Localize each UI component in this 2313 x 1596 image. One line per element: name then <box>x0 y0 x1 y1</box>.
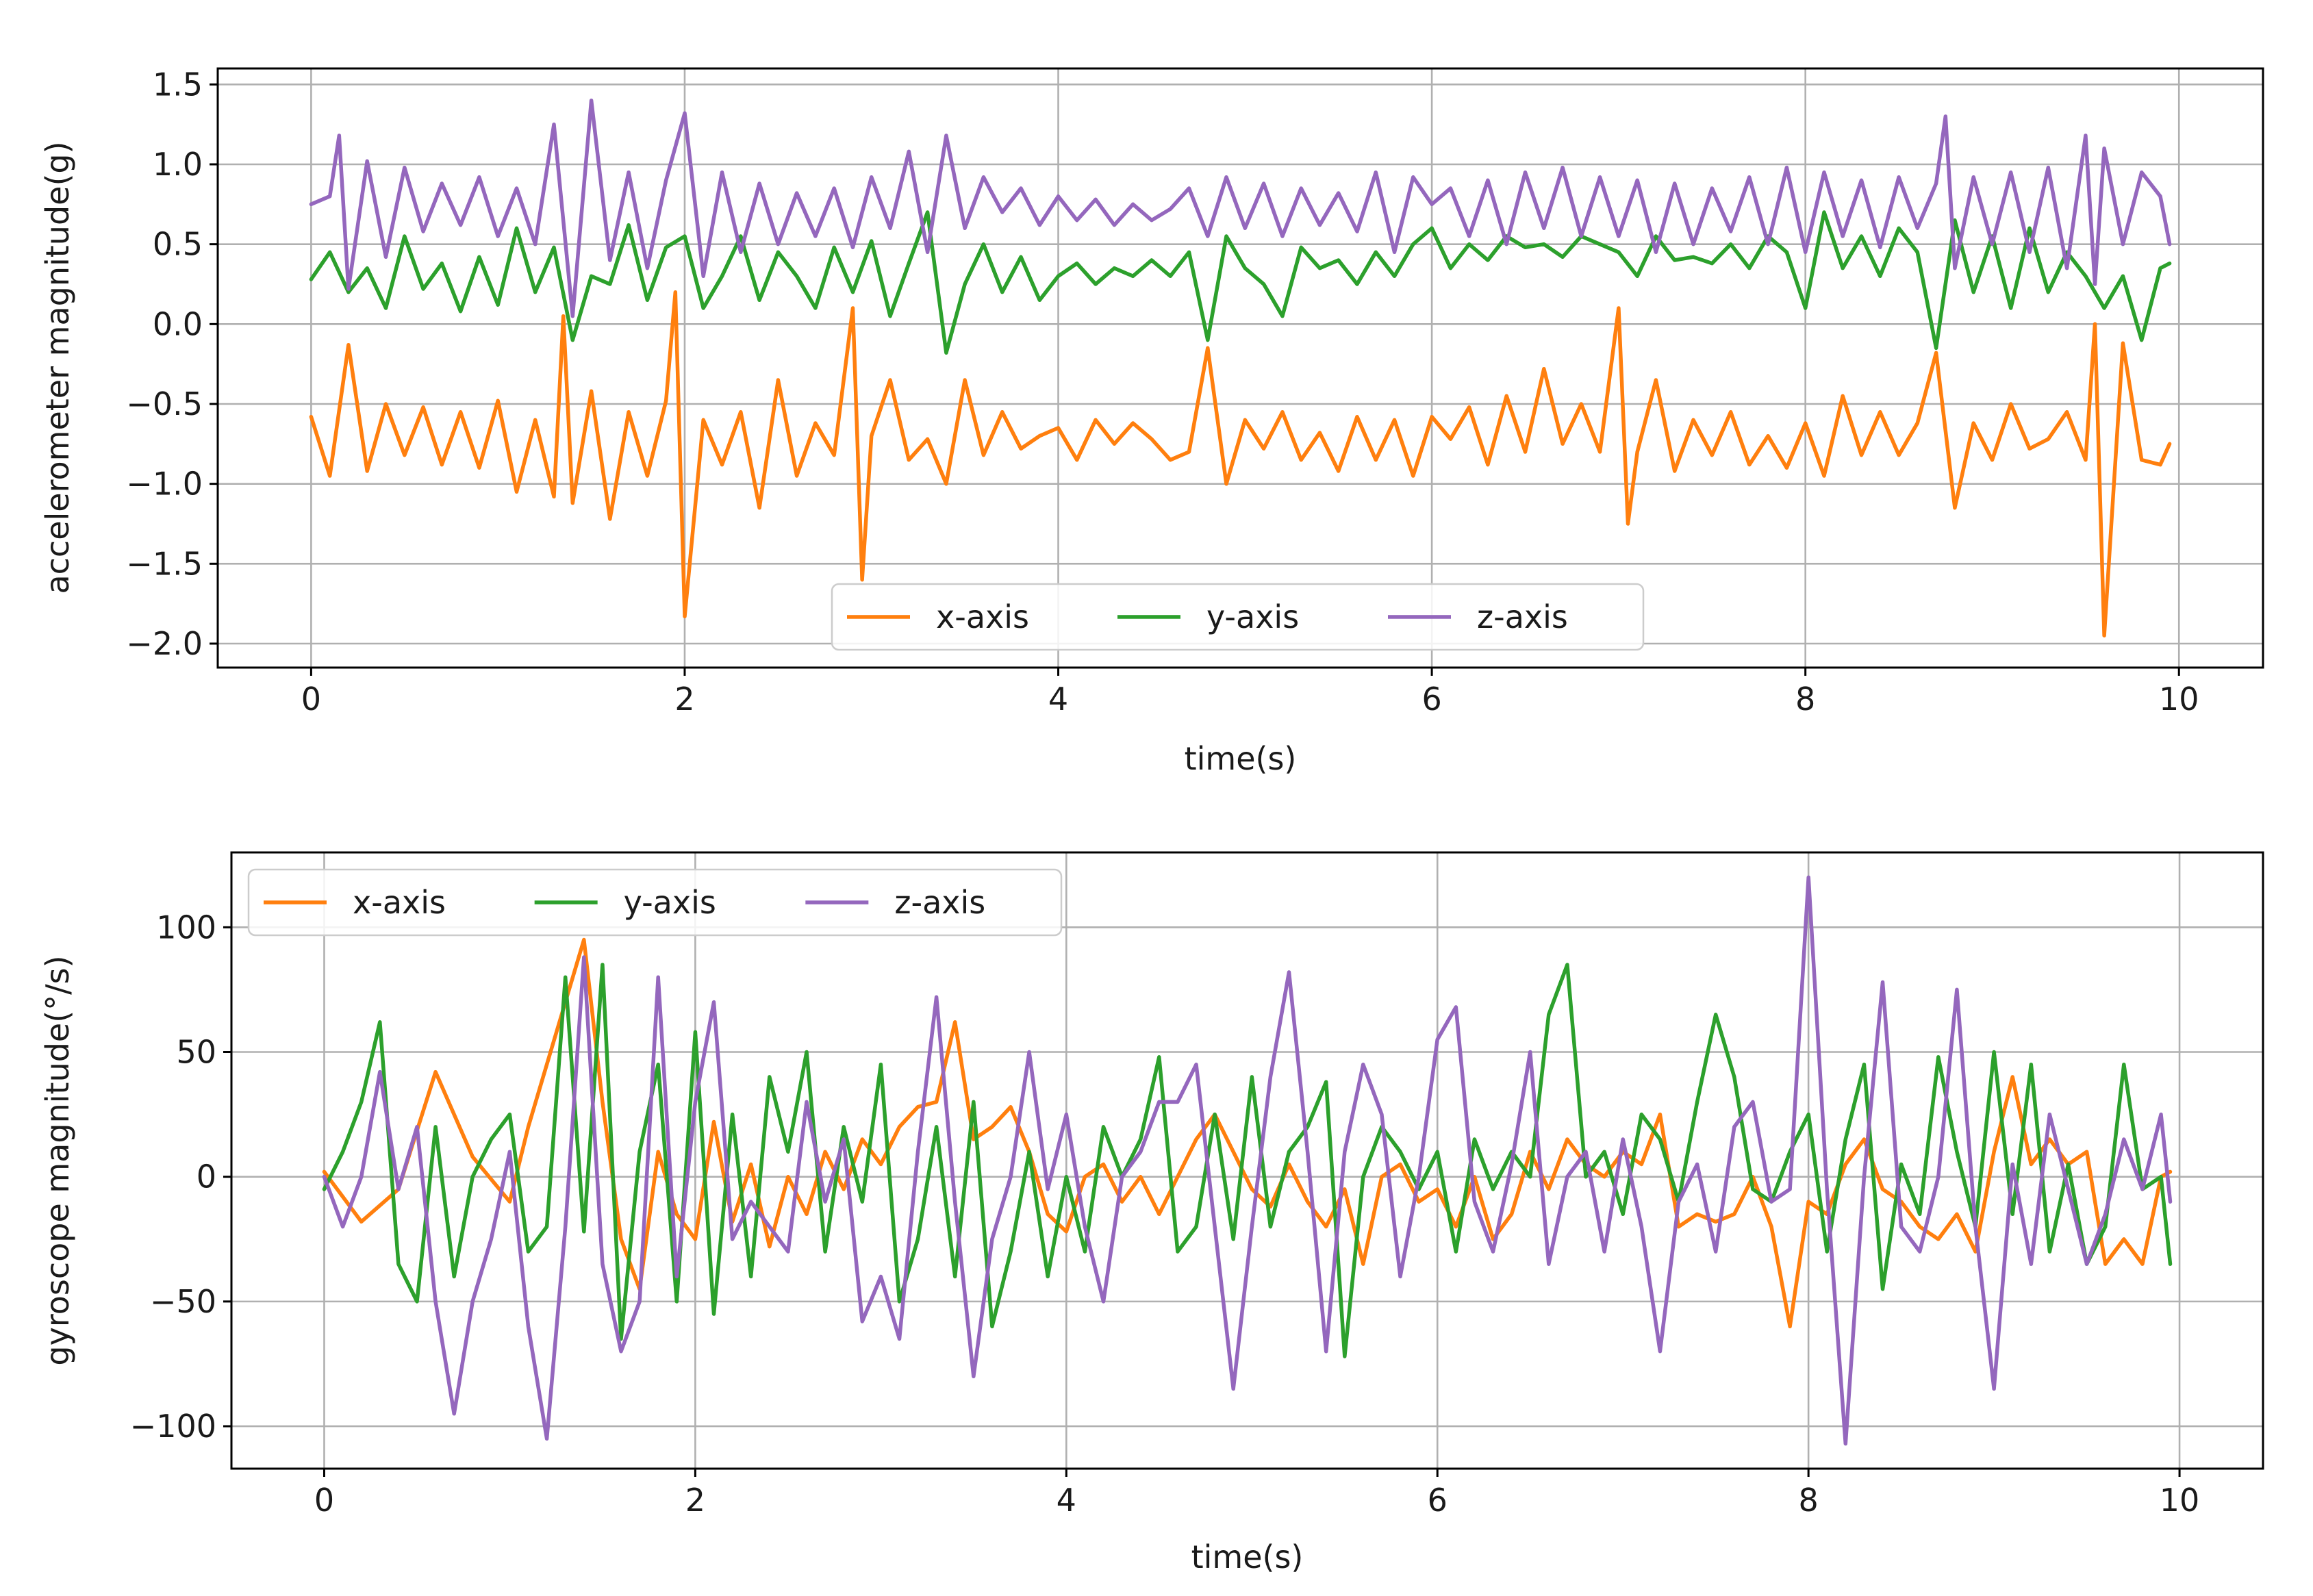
y-tick-label: 0 <box>197 1158 216 1195</box>
x-tick-label: 6 <box>1428 1482 1448 1519</box>
x-tick-label: 0 <box>301 681 321 718</box>
y-tick-label: −0.5 <box>126 385 203 422</box>
x-tick-label: 10 <box>2159 681 2199 718</box>
legend-box <box>831 583 1645 651</box>
y-tick-label: 0.5 <box>153 226 203 263</box>
legend-box <box>247 868 1063 937</box>
x-tick-label: 8 <box>1799 1482 1819 1519</box>
y-tick-label: 50 <box>176 1033 216 1070</box>
y-tick-label: −1.0 <box>126 466 203 503</box>
series-group <box>309 98 2172 638</box>
plot-frame <box>230 851 2264 1470</box>
legend-label-x-axis: x-axis <box>936 598 1029 635</box>
legend-label-z-axis: z-axis <box>894 884 985 921</box>
x-tick-label: 2 <box>685 1482 705 1519</box>
y-tick-label: 100 <box>156 909 216 946</box>
y-tick-label: 0.0 <box>153 305 203 342</box>
y-tick-label: −100 <box>130 1408 216 1445</box>
legend-label-z-axis: z-axis <box>1477 598 1568 635</box>
x-tick-label: 4 <box>1048 681 1068 718</box>
legend-label-y-axis: y-axis <box>1206 598 1299 635</box>
series-group <box>322 875 2173 1446</box>
y-tick-label: −1.5 <box>126 545 203 582</box>
y-tick-label: −2.0 <box>126 625 203 662</box>
accelerometer-panel: 0 2 4 6 8 10 −2.0 −1.5 −1.0 −0.5 0.0 0.5 1.0 1.5 time(… <box>39 66 2264 777</box>
ticks: 0 2 4 6 8 10 −100 −50 0 50 100 <box>130 909 2200 1519</box>
y-axis-label: gyroscope magnitude(°/s) <box>39 955 76 1365</box>
series-line-z-axis <box>309 98 2172 318</box>
legend-label-x-axis: x-axis <box>353 884 446 921</box>
x-tick-label: 8 <box>1795 681 1815 718</box>
series-line-y-axis <box>322 963 2173 1358</box>
x-tick-label: 2 <box>674 681 694 718</box>
series-line-x-axis <box>309 290 2172 638</box>
gyroscope-panel: 0 2 4 6 8 10 −100 −50 0 50 100 time(s) gyroscope mag… <box>39 851 2264 1575</box>
plot-frame <box>216 67 2264 669</box>
x-tick-label: 4 <box>1057 1482 1076 1519</box>
legend: x-axis y-axis z-axis <box>247 868 1063 937</box>
legend-label-y-axis: y-axis <box>624 884 716 921</box>
series-line-x-axis <box>322 937 2173 1329</box>
x-axis-label: time(s) <box>1185 740 1297 777</box>
ticks: 0 2 4 6 8 10 −2.0 −1.5 −1.0 −0.5 0.0 0.5 1.0 1.5 <box>126 66 2199 718</box>
grid <box>218 68 2263 668</box>
series-line-z-axis <box>322 875 2173 1446</box>
x-axis-label: time(s) <box>1191 1538 1304 1575</box>
y-tick-label: 1.0 <box>153 146 203 183</box>
legend: x-axis y-axis z-axis <box>831 583 1645 651</box>
x-tick-label: 6 <box>1421 681 1441 718</box>
x-tick-label: 10 <box>2160 1482 2200 1519</box>
x-tick-label: 0 <box>314 1482 334 1519</box>
series-line-y-axis <box>309 210 2172 355</box>
y-tick-label: 1.5 <box>153 66 203 103</box>
y-tick-label: −50 <box>150 1283 216 1320</box>
y-axis-label: accelerometer magnitude(g) <box>39 141 76 594</box>
